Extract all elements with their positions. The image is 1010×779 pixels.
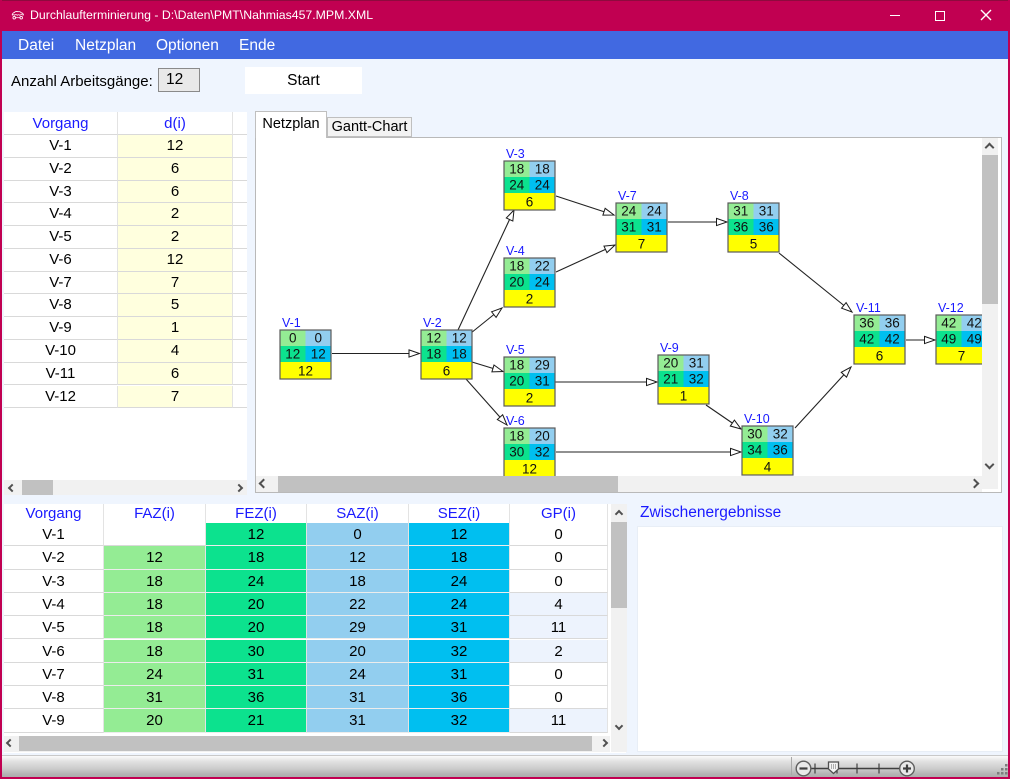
svg-text:31: 31 (759, 204, 774, 219)
svg-text:6: 6 (443, 364, 451, 379)
svg-text:2: 2 (526, 391, 534, 406)
svg-text:V-1: V-1 (282, 316, 301, 330)
svg-text:32: 32 (773, 427, 788, 442)
svg-text:1: 1 (680, 389, 688, 404)
svg-text:12: 12 (522, 462, 537, 477)
svg-text:12: 12 (298, 364, 313, 379)
svg-text:36: 36 (733, 220, 748, 235)
svg-text:12: 12 (452, 331, 467, 346)
svg-text:42: 42 (967, 316, 982, 331)
svg-text:24: 24 (535, 275, 551, 290)
svg-text:18: 18 (426, 347, 441, 362)
svg-text:V-9: V-9 (660, 341, 679, 355)
svg-text:24: 24 (647, 204, 663, 219)
svg-text:24: 24 (509, 178, 525, 193)
svg-text:20: 20 (509, 374, 524, 389)
svg-text:6: 6 (876, 349, 884, 364)
svg-text:V-10: V-10 (744, 412, 770, 426)
svg-text:30: 30 (509, 445, 524, 460)
svg-text:31: 31 (621, 220, 636, 235)
svg-text:36: 36 (859, 316, 874, 331)
svg-text:V-6: V-6 (506, 414, 525, 428)
svg-text:36: 36 (773, 443, 788, 458)
svg-text:7: 7 (958, 349, 966, 364)
svg-text:24: 24 (621, 204, 637, 219)
svg-text:V-2: V-2 (423, 316, 442, 330)
svg-text:22: 22 (535, 259, 550, 274)
svg-text:V-3: V-3 (506, 147, 525, 161)
svg-text:32: 32 (535, 445, 550, 460)
svg-text:20: 20 (663, 356, 678, 371)
svg-text:12: 12 (426, 331, 441, 346)
svg-text:V-4: V-4 (506, 244, 525, 258)
svg-text:31: 31 (647, 220, 662, 235)
svg-text:6: 6 (526, 195, 534, 210)
svg-text:42: 42 (885, 332, 900, 347)
svg-text:12: 12 (311, 347, 326, 362)
svg-text:42: 42 (859, 332, 874, 347)
svg-text:V-12: V-12 (938, 301, 964, 315)
svg-text:18: 18 (535, 162, 550, 177)
svg-text:49: 49 (967, 332, 982, 347)
svg-text:31: 31 (733, 204, 748, 219)
svg-text:32: 32 (689, 372, 704, 387)
svg-text:30: 30 (747, 427, 762, 442)
svg-text:0: 0 (289, 331, 297, 346)
svg-text:18: 18 (452, 347, 467, 362)
svg-text:V-7: V-7 (618, 189, 637, 203)
svg-text:42: 42 (941, 316, 956, 331)
svg-text:20: 20 (509, 275, 524, 290)
svg-text:24: 24 (535, 178, 551, 193)
svg-text:4: 4 (764, 460, 772, 475)
svg-text:18: 18 (509, 429, 524, 444)
svg-text:V-5: V-5 (506, 343, 525, 357)
svg-text:V-8: V-8 (730, 189, 749, 203)
svg-text:31: 31 (535, 374, 550, 389)
svg-text:36: 36 (759, 220, 774, 235)
svg-text:18: 18 (509, 358, 524, 373)
svg-text:2: 2 (526, 292, 534, 307)
svg-text:0: 0 (314, 331, 322, 346)
svg-text:21: 21 (663, 372, 678, 387)
svg-text:49: 49 (941, 332, 956, 347)
svg-text:18: 18 (509, 259, 524, 274)
svg-text:20: 20 (535, 429, 550, 444)
svg-text:29: 29 (535, 358, 550, 373)
svg-text:7: 7 (638, 237, 646, 252)
svg-text:5: 5 (750, 237, 758, 252)
svg-text:34: 34 (747, 443, 763, 458)
svg-text:18: 18 (509, 162, 524, 177)
svg-text:12: 12 (285, 347, 300, 362)
svg-text:36: 36 (885, 316, 900, 331)
svg-text:V-11: V-11 (856, 301, 881, 315)
svg-text:31: 31 (689, 356, 704, 371)
